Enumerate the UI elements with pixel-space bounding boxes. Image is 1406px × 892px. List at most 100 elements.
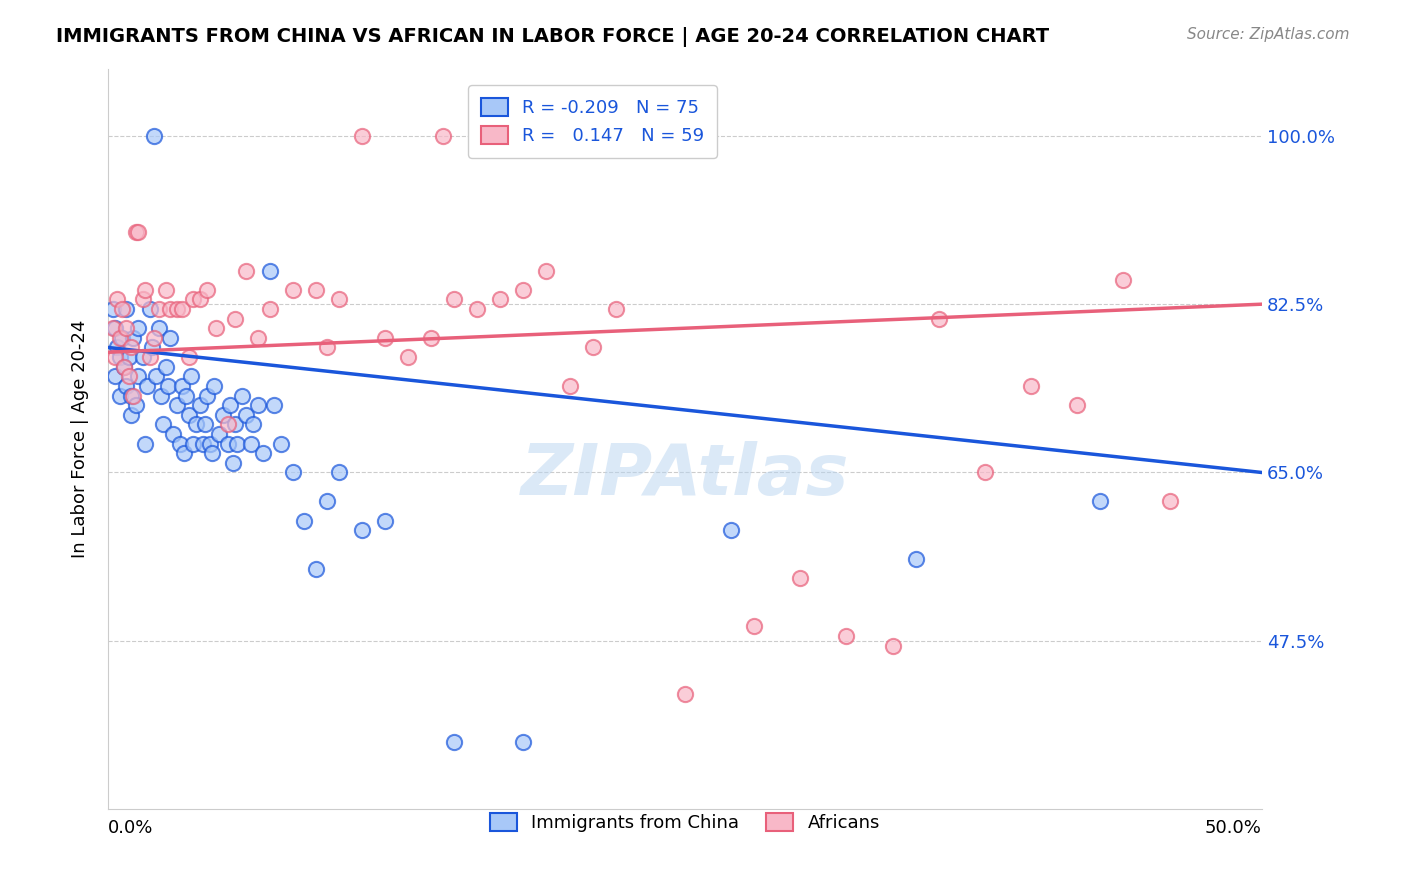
Point [162,427,184,442]
Point [224,311,246,326]
Point [125,225,148,239]
Point [118,369,141,384]
Point [134,283,156,297]
Point [176,388,198,402]
Point [443,293,465,307]
Point [111,331,134,345]
Point [104,369,127,384]
Point [194,417,217,432]
Point [231,388,253,402]
Point [118,350,141,364]
Point [396,350,419,364]
Point [259,301,281,316]
Point [112,359,135,374]
Point [292,514,315,528]
Point [101,301,124,316]
Point [155,283,177,297]
Point [120,388,142,402]
Point [489,293,512,307]
Point [188,293,211,307]
Point [195,388,218,402]
Point [115,321,138,335]
Point [432,128,454,143]
Point [108,331,131,345]
Point [159,331,181,345]
Point [328,466,350,480]
Text: Source: ZipAtlas.com: Source: ZipAtlas.com [1187,27,1350,42]
Point [156,379,179,393]
Point [350,128,373,143]
Point [212,408,235,422]
Point [263,398,285,412]
Point [101,321,124,335]
Point [169,436,191,450]
Point [115,379,138,393]
Point [105,341,128,355]
Point [420,331,443,345]
Point [143,331,166,345]
Point [108,350,131,364]
Point [159,301,181,316]
Point [183,293,205,307]
Point [152,417,174,432]
Point [224,417,246,432]
Point [136,379,159,393]
Point [122,388,145,402]
Point [104,321,127,335]
Legend: Immigrants from China, Africans: Immigrants from China, Africans [477,800,893,845]
Point [242,417,264,432]
Point [305,562,328,576]
Text: ZIPAtlas: ZIPAtlas [520,442,849,510]
Point [246,331,269,345]
Point [191,436,214,450]
Point [131,350,153,364]
Text: 0.0%: 0.0% [108,819,153,837]
Point [443,735,465,749]
Point [558,379,581,393]
Point [125,398,148,412]
Point [1159,494,1181,508]
Point [281,283,304,297]
Point [219,398,242,412]
Point [198,436,221,450]
Y-axis label: In Labor Force | Age 20-24: In Labor Force | Age 20-24 [72,319,89,558]
Point [328,293,350,307]
Point [108,388,131,402]
Point [170,379,193,393]
Point [305,283,328,297]
Point [1112,273,1135,287]
Point [205,321,228,335]
Point [882,639,904,653]
Point [177,408,200,422]
Point [221,456,243,470]
Point [374,514,396,528]
Point [316,494,339,508]
Point [217,436,239,450]
Point [177,350,200,364]
Point [127,369,149,384]
Point [138,350,160,364]
Point [1090,494,1112,508]
Point [141,341,163,355]
Point [536,263,558,277]
Point [1066,398,1088,412]
Point [145,369,167,384]
Point [465,301,488,316]
Point [120,408,142,422]
Point [316,341,339,355]
Point [217,417,239,432]
Point [127,225,149,239]
Point [1019,379,1042,393]
Point [270,436,292,450]
Point [148,321,170,335]
Text: 50.0%: 50.0% [1205,819,1263,837]
Point [226,436,249,450]
Point [127,321,149,335]
Point [835,629,858,643]
Point [281,466,304,480]
Point [789,571,811,585]
Point [350,523,373,537]
Point [974,466,997,480]
Point [166,301,188,316]
Point [115,301,138,316]
